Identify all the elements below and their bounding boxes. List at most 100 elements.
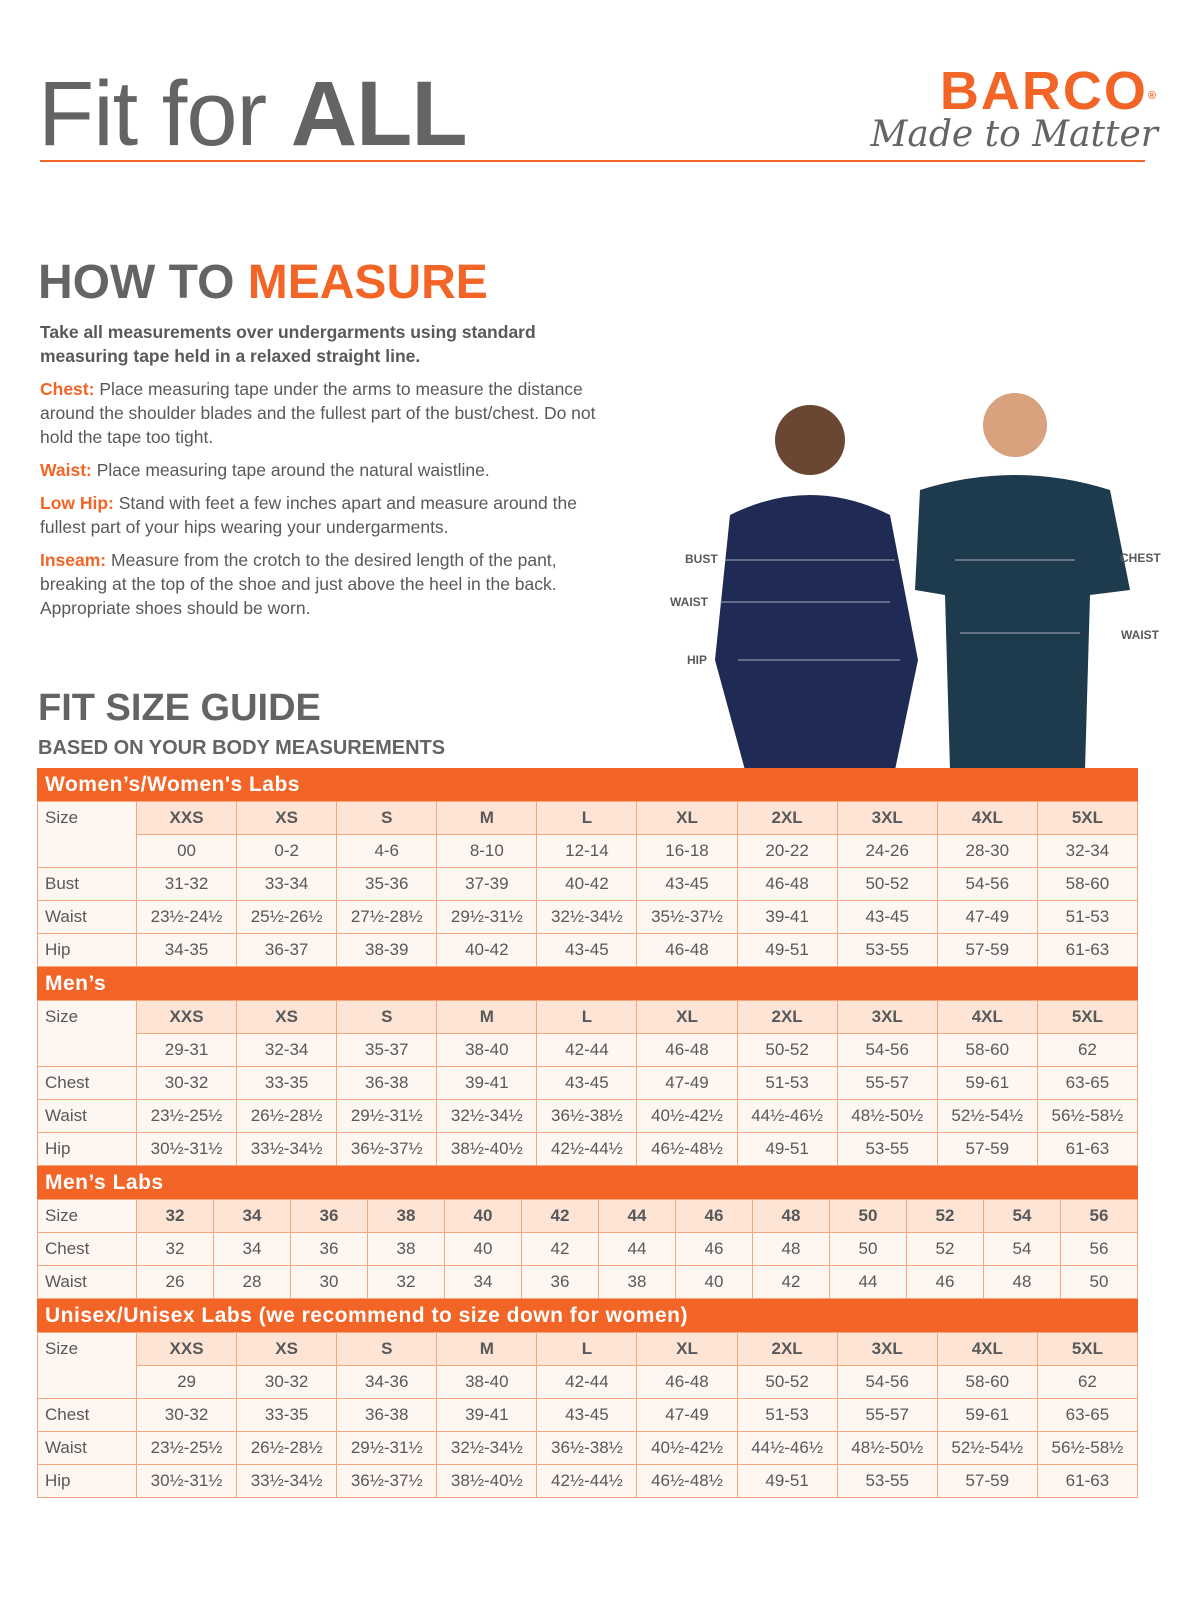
page-title: Fit for ALL (38, 63, 468, 165)
value-cell: 44½-46½ (736, 1099, 838, 1133)
value-cell: 58-60 (936, 1365, 1038, 1399)
size-cell: XS (236, 1000, 338, 1034)
value-cell: 32-34 (1036, 834, 1139, 868)
size-cell: 2XL (736, 1332, 838, 1366)
value-cell: 32½-34½ (436, 1431, 538, 1465)
value-cell: 50-52 (736, 1033, 838, 1067)
value-cell: 28-30 (936, 834, 1038, 868)
value-cell: 54 (983, 1232, 1061, 1266)
value-cell: 30½-31½ (135, 1132, 238, 1166)
measure-instructions: Take all measurements over undergarments… (40, 322, 596, 618)
value-cell: 32 (367, 1265, 445, 1299)
size-cell: L (536, 801, 638, 835)
row-label: Size (37, 1199, 137, 1233)
table-section-title: Unisex/Unisex Labs (we recommend to size… (37, 1299, 1138, 1332)
value-cell: 48½-50½ (836, 1099, 938, 1133)
size-cell: L (536, 1332, 638, 1366)
row-label: Hip (37, 1464, 137, 1498)
value-cell: 55-57 (836, 1398, 938, 1432)
value-cell: 38 (598, 1265, 676, 1299)
value-cell: 4-6 (336, 834, 438, 868)
value-cell: 61-63 (1036, 933, 1139, 967)
value-cell: 34-36 (336, 1365, 438, 1399)
row-label: Size (37, 1000, 137, 1067)
value-cell: 51-53 (736, 1066, 838, 1100)
value-cell: 57-59 (936, 1464, 1038, 1498)
table-row: Waist 26 28 30 32 34 36 38 40 42 44 46 48 50 (37, 1265, 1138, 1299)
value-cell: 26½-28½ (236, 1099, 338, 1133)
value-cell: 29½-31½ (336, 1099, 438, 1133)
value-cell: 36-37 (236, 933, 338, 967)
value-cell: 29½-31½ (436, 900, 538, 934)
size-cell: S (336, 1000, 438, 1034)
size-cell: 38 (367, 1199, 445, 1233)
value-cell: 38-39 (336, 933, 438, 967)
table-row: Chest 32 34 36 38 40 42 44 46 48 50 52 54 56 (37, 1232, 1138, 1266)
row-label: Chest (37, 1398, 137, 1432)
value-cell: 59-61 (936, 1398, 1038, 1432)
value-cell: 32-34 (236, 1033, 338, 1067)
value-cell: 30-32 (135, 1066, 238, 1100)
value-cell: 55-57 (836, 1066, 938, 1100)
value-cell: 30-32 (135, 1398, 238, 1432)
row-label: Chest (37, 1232, 137, 1266)
value-cell: 58-60 (1036, 867, 1139, 901)
table-row: Waist 23½-25½ 26½-28½ 29½-31½ 32½-34½ 36½-38½… (37, 1431, 1139, 1465)
value-cell: 44 (598, 1232, 676, 1266)
size-table: Size XXS XS S M L XL 2XL 3XL 4XL 5XL 29 30-32 34-36 38… (37, 1332, 1139, 1498)
table-row: Bust 31-32 33-34 35-36 37-39 40-42 43-45 46-48 5… (37, 867, 1139, 901)
value-cell: 36 (521, 1265, 599, 1299)
value-cell: 23½-24½ (135, 900, 238, 934)
size-table: Size XXS XS S M L XL 2XL 3XL 4XL 5XL 29-31 32-34 35-3… (37, 1000, 1139, 1166)
size-cell: 5XL (1036, 1000, 1139, 1034)
chest-label: CHEST (1120, 551, 1161, 565)
value-cell: 47-49 (636, 1066, 738, 1100)
value-cell: 35-36 (336, 867, 438, 901)
value-cell: 47-49 (636, 1398, 738, 1432)
table-section-title: Men’s Labs (37, 1166, 1138, 1199)
row-label: Size (37, 801, 137, 868)
value-cell: 53-55 (836, 1464, 938, 1498)
value-cell: 46-48 (736, 867, 838, 901)
size-cell: 3XL (836, 801, 938, 835)
table-row: Hip 30½-31½ 33½-34½ 36½-37½ 38½-40½ 42½-44½ 46… (37, 1132, 1139, 1166)
value-cell: 23½-25½ (135, 1099, 238, 1133)
value-cell: 56½-58½ (1036, 1431, 1139, 1465)
row-label: Hip (37, 933, 137, 967)
size-cell: XL (636, 1332, 738, 1366)
row-label: Waist (37, 1265, 137, 1299)
value-cell: 36½-38½ (536, 1431, 638, 1465)
value-cell: 43-45 (836, 900, 938, 934)
value-cell: 48 (983, 1265, 1061, 1299)
row-label: Size (37, 1332, 137, 1399)
value-cell: 8-10 (436, 834, 538, 868)
value-cell: 12-14 (536, 834, 638, 868)
value-cell: 42 (752, 1265, 830, 1299)
value-cell: 54-56 (836, 1365, 938, 1399)
value-cell: 48 (752, 1232, 830, 1266)
waist-label-men: WAIST (1121, 628, 1159, 642)
value-cell: 50 (1060, 1265, 1138, 1299)
value-cell: 36½-37½ (336, 1464, 438, 1498)
value-cell: 39-41 (736, 900, 838, 934)
size-cell: 48 (752, 1199, 830, 1233)
value-cell: 50-52 (836, 867, 938, 901)
value-cell: 46 (906, 1265, 984, 1299)
value-cell: 43-45 (636, 867, 738, 901)
value-cell: 51-53 (1036, 900, 1139, 934)
value-cell: 40½-42½ (636, 1099, 738, 1133)
size-cell: 54 (983, 1199, 1061, 1233)
value-cell: 25½-26½ (236, 900, 338, 934)
value-cell: 36-38 (336, 1066, 438, 1100)
value-cell: 46½-48½ (636, 1132, 738, 1166)
size-cell: XS (236, 801, 338, 835)
value-cell: 49-51 (736, 1132, 838, 1166)
value-cell: 46-48 (636, 933, 738, 967)
fit-size-guide-heading: FIT SIZE GUIDE (38, 687, 321, 729)
size-cell: 34 (213, 1199, 291, 1233)
size-cell: M (436, 1000, 538, 1034)
size-cell: XXS (135, 1000, 238, 1034)
value-cell: 29½-31½ (336, 1431, 438, 1465)
value-cell: 53-55 (836, 1132, 938, 1166)
size-cell: 46 (675, 1199, 753, 1233)
